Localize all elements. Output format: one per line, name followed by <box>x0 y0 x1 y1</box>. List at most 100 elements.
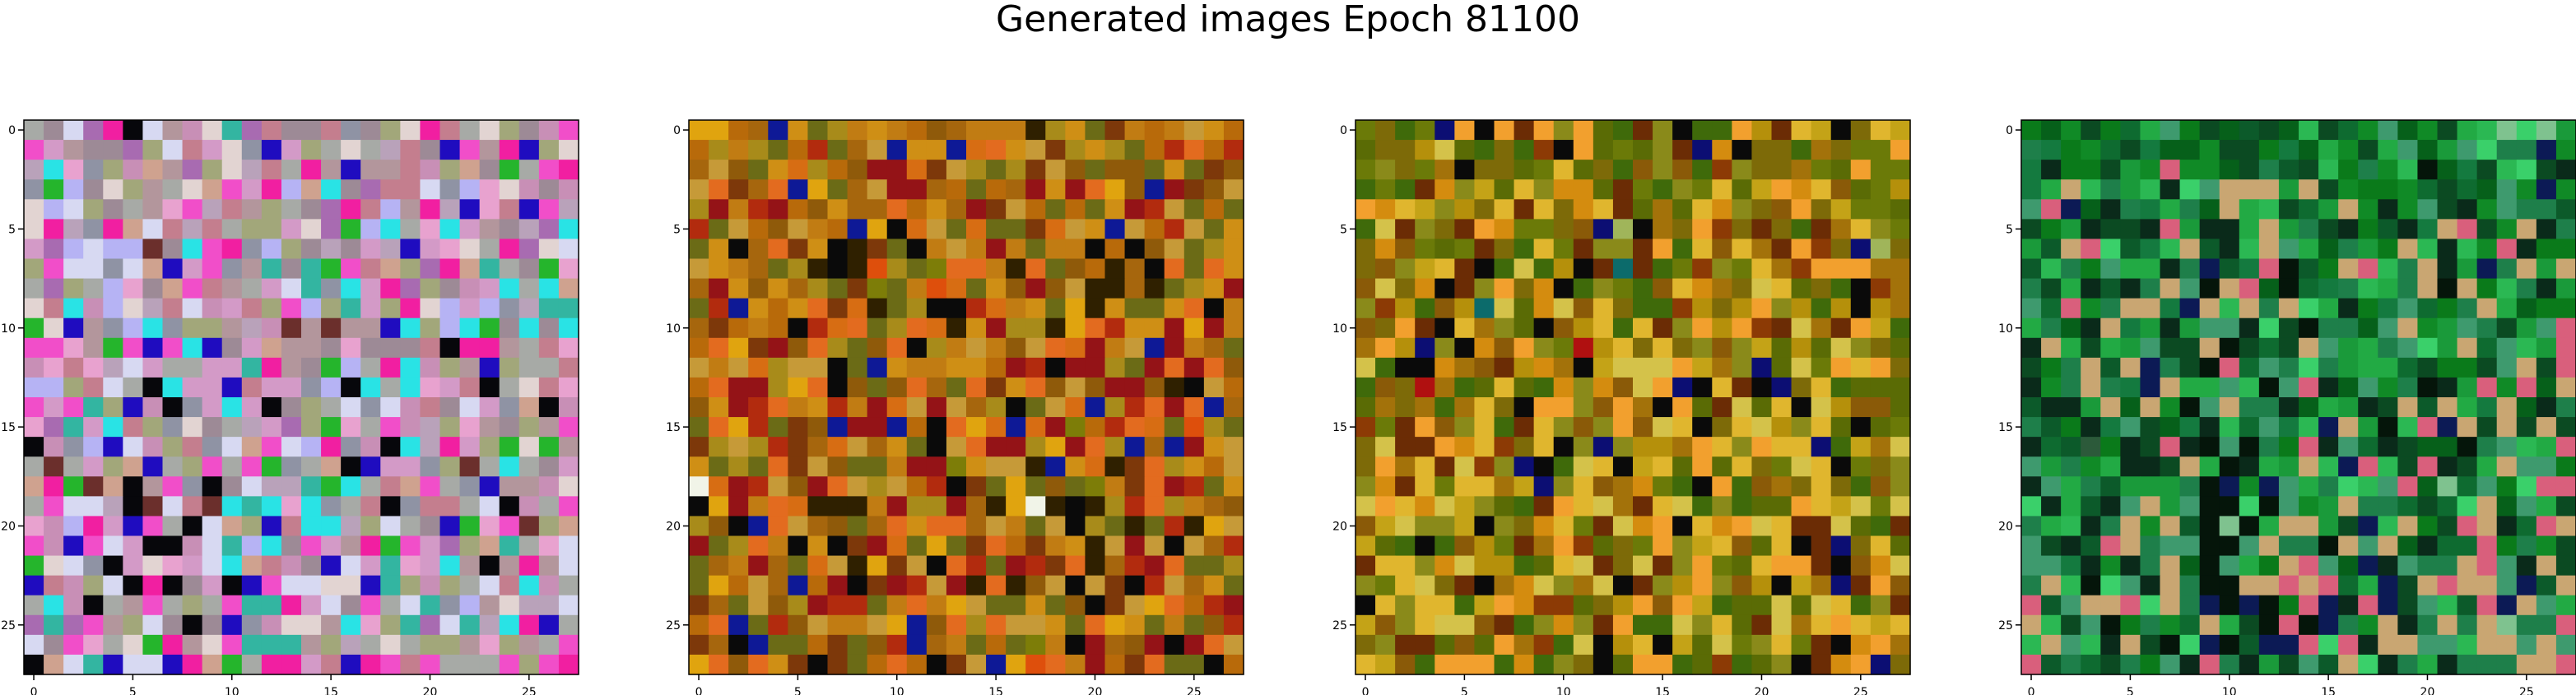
pixel-cell <box>1850 337 1872 359</box>
pixel-cell <box>2536 337 2557 359</box>
pixel-cell <box>2041 476 2062 497</box>
pixel-cell <box>2021 634 2042 656</box>
pixel-cell <box>1751 634 1773 656</box>
pixel-cell <box>2299 239 2319 260</box>
pixel-cell <box>2378 575 2398 596</box>
pixel-cell <box>103 555 123 577</box>
pixel-cell <box>1474 555 1495 577</box>
pixel-cell <box>1712 417 1732 438</box>
pixel-cell <box>906 120 928 141</box>
pixel-cell <box>1751 337 1773 359</box>
pixel-cell <box>1183 397 1205 418</box>
pixel-cell <box>1672 120 1693 141</box>
pixel-cell <box>1712 654 1732 675</box>
pixel-cell <box>2299 614 2319 636</box>
pixel-cell <box>2179 120 2201 141</box>
pixel-cell <box>459 337 481 359</box>
pixel-cell <box>24 634 44 656</box>
pixel-cell <box>1025 219 1046 240</box>
pixel-cell <box>2021 239 2042 260</box>
pixel-cell <box>2100 535 2121 557</box>
pixel-cell <box>518 614 540 636</box>
pixel-cell <box>2437 179 2458 200</box>
pixel-cell <box>1712 179 1732 200</box>
pixel-cell <box>1593 456 1614 477</box>
pixel-cell <box>1085 377 1106 398</box>
pixel-cell <box>1355 535 1376 557</box>
pixel-cell <box>2278 317 2299 339</box>
pixel-cell <box>709 239 729 260</box>
pixel-cell <box>1375 377 1396 398</box>
pixel-cell <box>1653 397 1673 418</box>
pixel-cell <box>1533 654 1555 675</box>
pixel-cell <box>341 219 361 240</box>
pixel-cell <box>1006 476 1026 497</box>
pixel-cell <box>827 199 849 220</box>
pixel-cell <box>538 377 560 398</box>
pixel-cell <box>1355 456 1376 477</box>
pixel-cell <box>1183 179 1205 200</box>
pixel-cell <box>1395 317 1416 339</box>
pixel-cell <box>1144 397 1165 418</box>
pixel-cell <box>1124 654 1146 675</box>
pixel-cell <box>709 575 729 596</box>
pixel-cell <box>748 239 769 260</box>
pixel-cell <box>1203 397 1225 418</box>
pixel-cell <box>1355 377 1376 398</box>
pixel-cell <box>63 160 84 180</box>
pixel-cell <box>1612 179 1634 200</box>
pixel-cell <box>24 160 44 180</box>
pixel-cell <box>558 476 579 497</box>
pixel-cell <box>360 496 381 517</box>
pixel-cell <box>1573 456 1594 477</box>
pixel-cell <box>202 160 223 180</box>
pixel-cell <box>2140 258 2161 280</box>
pixel-cell <box>261 575 282 596</box>
pixel-cell <box>439 140 461 160</box>
pixel-cell <box>2299 595 2319 616</box>
pixel-cell <box>380 417 401 438</box>
pixel-cell <box>1850 614 1872 636</box>
pixel-cell <box>44 397 64 418</box>
pixel-cell <box>1375 219 1396 240</box>
pixel-cell <box>1124 575 1146 596</box>
pixel-cell <box>2041 417 2062 438</box>
pixel-cell <box>966 160 987 180</box>
pixel-cell <box>360 437 381 457</box>
pixel-cell <box>1183 199 1205 220</box>
pixel-cell <box>2120 337 2141 359</box>
pixel-cell <box>2338 575 2359 596</box>
pixel-cell <box>1494 575 1515 596</box>
pixel-cell <box>2100 317 2121 339</box>
pixel-cell <box>1653 199 1673 220</box>
pixel-cell <box>2100 654 2121 675</box>
pixel-cell <box>1183 239 1205 260</box>
pixel-cell <box>926 614 947 636</box>
pixel-cell <box>2338 278 2359 299</box>
pixel-cell <box>83 179 104 200</box>
pixel-cell <box>2457 377 2478 398</box>
pixel-cell <box>1850 120 1872 141</box>
pixel-cell <box>360 476 381 497</box>
pixel-cell <box>1712 357 1732 378</box>
pixel-cell <box>1164 317 1185 339</box>
pixel-cell <box>1355 437 1376 457</box>
pixel-cell <box>2081 160 2101 180</box>
pixel-cell <box>2258 535 2280 557</box>
pixel-cell <box>2536 278 2557 299</box>
pixel-cell <box>538 317 560 339</box>
pixel-cell <box>1751 377 1773 398</box>
pixel-cell <box>63 496 84 517</box>
pixel-cell <box>1065 317 1086 339</box>
pixel-cell <box>63 239 84 260</box>
pixel-cell <box>1573 258 1594 280</box>
pixel-cell <box>709 120 729 141</box>
pixel-cell <box>2258 614 2280 636</box>
pixel-cell <box>1474 654 1495 675</box>
pixel-cell <box>1104 140 1126 160</box>
pixel-cell <box>202 317 223 339</box>
pixel-cell <box>1434 377 1455 398</box>
pixel-cell <box>689 496 709 517</box>
pixel-cell <box>1633 140 1653 160</box>
pixel-cell <box>2358 595 2378 616</box>
